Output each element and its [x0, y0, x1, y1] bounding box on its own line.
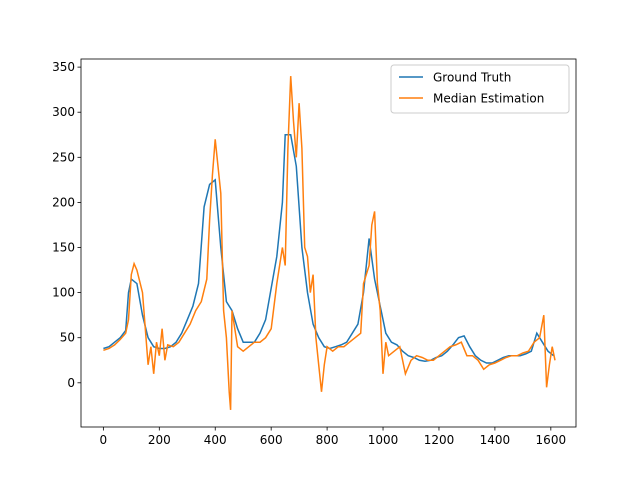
x-tick-label: 1400: [480, 433, 511, 447]
y-tick-label: 250: [52, 150, 75, 164]
y-tick-label: 150: [52, 241, 75, 255]
y-tick-label: 0: [67, 376, 75, 390]
y-tick-label: 100: [52, 286, 75, 300]
line-series: [103, 134, 555, 364]
x-tick-label: 1000: [368, 433, 399, 447]
x-tick-label: 800: [316, 433, 339, 447]
x-tick-label: 1600: [536, 433, 567, 447]
y-tick-label: 350: [52, 60, 75, 74]
y-tick-label: 200: [52, 195, 75, 209]
x-tick-label: 400: [204, 433, 227, 447]
legend-box: [390, 64, 570, 114]
x-tick-label: 1200: [424, 433, 455, 447]
line-series: [103, 76, 556, 410]
x-tick-label: 200: [148, 433, 171, 447]
plot-frame: [80, 58, 577, 428]
x-tick-label: 0: [100, 433, 108, 447]
x-tick-label: 600: [260, 433, 283, 447]
legend-label: Median Estimation: [433, 92, 544, 106]
legend-label: Ground Truth: [433, 71, 511, 85]
y-tick-label: 50: [60, 331, 75, 345]
y-tick-label: 300: [52, 105, 75, 119]
